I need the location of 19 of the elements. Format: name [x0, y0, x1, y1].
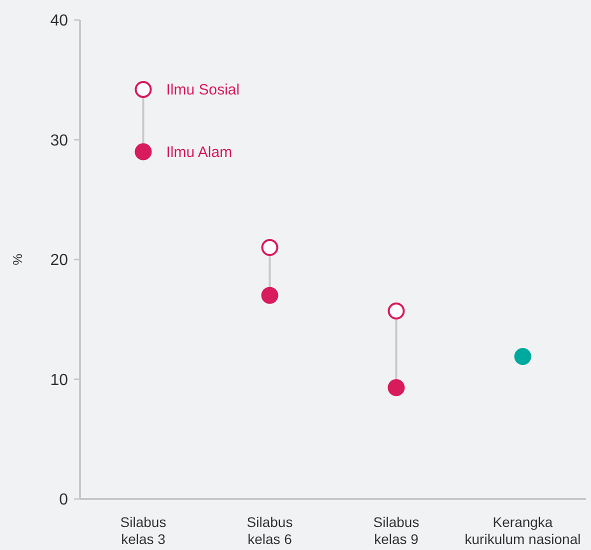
point: [261, 286, 278, 304]
point: [388, 302, 405, 320]
y-tick-label: 0: [59, 492, 68, 509]
point: [134, 143, 152, 160]
x-tick-label: Silabus kelas 6: [246, 514, 293, 547]
y-tick-label: 30: [50, 132, 68, 150]
x-tick-label: Silabus kelas 9: [373, 514, 420, 547]
point: [514, 348, 532, 365]
x-tick-label: Silabus kelas 3: [120, 514, 166, 547]
y-tick-label: 10: [50, 372, 68, 389]
series-label: Ilmu Alam: [166, 144, 232, 161]
point: [134, 80, 152, 98]
y-tick-label: 40: [50, 12, 68, 30]
y-axis-title: %: [10, 253, 25, 266]
point: [388, 379, 405, 396]
point: [261, 239, 278, 256]
x-tick-label: Kerangka kurikulum nasional: [464, 514, 581, 547]
y-tick-label: 20: [50, 252, 68, 270]
series-label: Ilmu Sosial: [166, 82, 240, 99]
